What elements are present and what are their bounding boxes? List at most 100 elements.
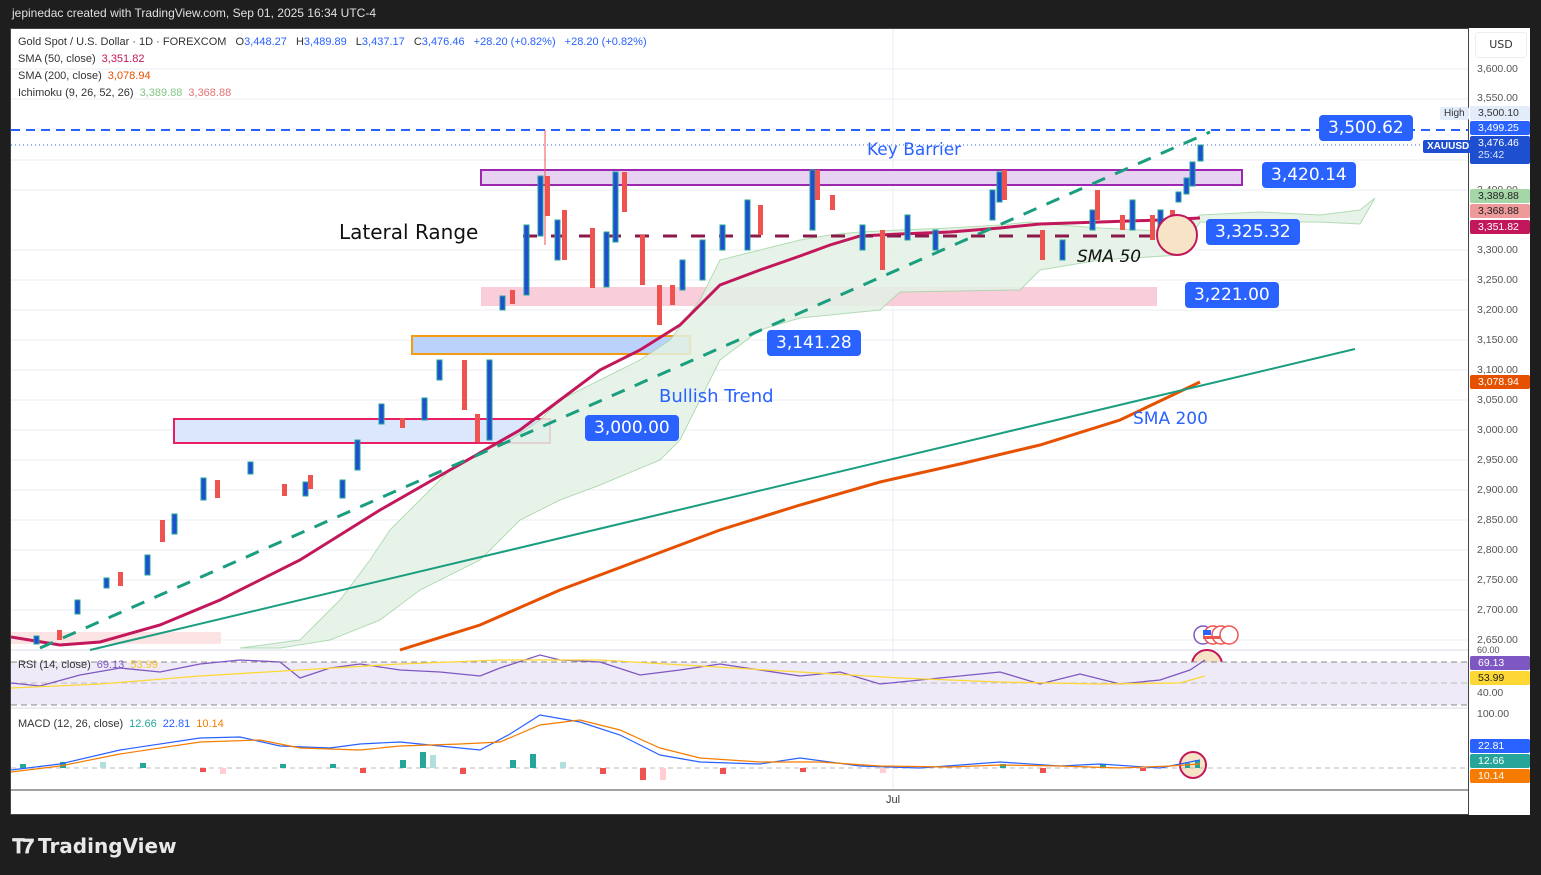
high-label: High: [1440, 107, 1469, 120]
close-value: 3,476.46: [421, 36, 465, 48]
bullish-trend-label: Bullish Trend: [659, 386, 774, 407]
macd-histogram: [20, 752, 1200, 780]
price-label-3325: 3,325.32: [1206, 219, 1300, 245]
axis-tick: 3,250.00: [1477, 274, 1518, 286]
candles[interactable]: [33, 130, 1204, 645]
low-label: L: [355, 36, 362, 48]
macd-legend-label: MACD (12, 26, close): [18, 718, 124, 730]
ichimoku-legend-value1: 3,389.88: [139, 87, 183, 99]
sma50-bounce-marker: [1156, 214, 1198, 256]
axis-ichimoku-b-tag: 3,368.88: [1470, 204, 1530, 218]
axis-sma200-tag: 3,078.94: [1470, 375, 1530, 389]
sma200-label: SMA 200: [1133, 409, 1208, 429]
sma200-line: [399, 380, 1201, 652]
long-trendline: [89, 348, 1356, 651]
rsi-legend-label: RSI (14, close): [18, 659, 91, 671]
time-axis-label-jul: Jul: [886, 794, 901, 806]
axis-tick: 2,650.00: [1477, 634, 1518, 646]
axis-tick: 3,100.00: [1477, 364, 1518, 376]
low-value: 3,437.17: [361, 36, 405, 48]
sma200-legend-value: 3,078.94: [107, 70, 151, 82]
axis-tick: 3,550.00: [1477, 92, 1518, 104]
open-value: 3,448.27: [244, 36, 287, 48]
tradingview-logo[interactable]: 𝐓𝟕 TradingView: [12, 834, 177, 858]
key-barrier-zone[interactable]: [480, 169, 1243, 186]
grid: [11, 29, 1468, 790]
bullish-trendline: [39, 130, 1211, 650]
rsi-legend-value1: 69.13: [96, 659, 125, 671]
rsi-ma-tag: 53.99: [1470, 671, 1530, 685]
axis-tick: 2,800.00: [1477, 544, 1518, 556]
macd-legend[interactable]: MACD (12, 26, close) 12.66 22.81 10.14: [18, 718, 230, 730]
axis-tick: 3,000.00: [1477, 424, 1518, 436]
axis-tick: 2,750.00: [1477, 574, 1518, 586]
axis-ichimoku-a-tag: 3,389.88: [1470, 189, 1530, 203]
us-event-flags-icon[interactable]: [1193, 625, 1239, 645]
axis-tick: 2,900.00: [1477, 484, 1518, 496]
open-label: O: [235, 36, 245, 48]
axis-tick: 3,300.00: [1477, 244, 1518, 256]
lateral-range-label: Lateral Range: [339, 220, 479, 244]
axis-tick: 2,700.00: [1477, 604, 1518, 616]
rsi-legend[interactable]: RSI (14, close) 69.13 53.99: [18, 659, 164, 671]
price-label-3221: 3,221.00: [1185, 282, 1279, 308]
axis-dashed-line-tag: 3,499.25: [1470, 121, 1530, 135]
axis-sma50-tag: 3,351.82: [1470, 220, 1530, 234]
sma200-legend-label: SMA (200, close): [18, 70, 102, 82]
rsi-ma-line: [11, 659, 1206, 689]
symbol-title: Gold Spot / U.S. Dollar · 1D · FOREXCOM: [18, 36, 227, 48]
price-label-3420: 3,420.14: [1262, 162, 1356, 188]
rsi-legend-value2: 53.99: [130, 659, 158, 671]
macd-legend-value3: 10.14: [196, 718, 224, 730]
axis-tick: 3,200.00: [1477, 304, 1518, 316]
last-price: 3,476.46: [1478, 137, 1519, 149]
price-label-3141: 3,141.28: [767, 330, 861, 356]
price-label-3000: 3,000.00: [585, 415, 679, 441]
macd-axis-tick: 100.00: [1477, 708, 1510, 720]
axis-tick: 2,950.00: [1477, 454, 1518, 466]
sma50-legend-label: SMA (50, close): [18, 53, 96, 65]
price-axis[interactable]: 3,600.00 3,550.00 3,400.00 3,300.00 3,25…: [1468, 28, 1530, 815]
change-value-2: +28.20 (+0.82%): [564, 36, 647, 48]
ichimoku-legend-value2: 3,368.88: [188, 87, 232, 99]
ichimoku-legend-label: Ichimoku (9, 26, 52, 26): [18, 87, 134, 99]
tradingview-brand: TradingView: [38, 834, 177, 858]
sma50-legend[interactable]: SMA (50, close) 3,351.82: [18, 53, 150, 65]
change-value: +28.20 (+0.82%): [473, 36, 556, 48]
countdown: 25:42: [1478, 149, 1505, 161]
axis-tick: 3,600.00: [1477, 63, 1518, 75]
tradingview-logo-icon: 𝐓𝟕: [12, 834, 34, 858]
high-value: 3,489.89: [303, 36, 347, 48]
price-label-3500: 3,500.62: [1319, 115, 1413, 141]
support-zone-3000[interactable]: [173, 418, 551, 444]
macd-value-tag: 22.81: [1470, 739, 1530, 753]
price-chart[interactable]: [11, 29, 1468, 814]
high-label: H: [295, 36, 304, 48]
sma50-legend-value: 3,351.82: [101, 53, 145, 65]
currency-button[interactable]: USD: [1475, 32, 1527, 58]
axis-tick: 3,050.00: [1477, 394, 1518, 406]
rsi-axis-tick: 60.00: [1477, 645, 1500, 655]
chart-credit: jepinedac created with TradingView.com, …: [12, 6, 376, 20]
ichimoku-legend[interactable]: Ichimoku (9, 26, 52, 26) 3,389.88 3,368.88: [18, 87, 237, 99]
rsi-line: [11, 654, 1206, 687]
rsi-value-tag: 69.13: [1470, 656, 1530, 670]
macd-hist-tag: 12.66: [1470, 754, 1530, 768]
macd-line: [11, 714, 1201, 771]
ichimoku-cloud: [239, 197, 1376, 649]
macd-legend-value1: 12.66: [129, 718, 157, 730]
axis-last-price-tag: 3,476.46 25:42: [1470, 136, 1530, 164]
key-barrier-label: Key Barrier: [867, 140, 962, 160]
rsi-axis-tick: 40.00: [1477, 687, 1504, 699]
sma50-label: SMA 50: [1077, 247, 1142, 267]
symbol-legend[interactable]: Gold Spot / U.S. Dollar · 1D · FOREXCOM …: [18, 36, 653, 48]
axis-tick: 2,850.00: [1477, 514, 1518, 526]
close-label: C: [413, 36, 422, 48]
macd-signal-tag: 10.14: [1470, 769, 1530, 783]
symbol-tag: XAUUSD: [1423, 140, 1474, 153]
axis-tick: 3,150.00: [1477, 334, 1518, 346]
macd-signal-line: [11, 719, 1201, 773]
sma200-legend[interactable]: SMA (200, close) 3,078.94: [18, 70, 157, 82]
sma50-line: [11, 216, 1201, 647]
axis-high-tag: 3,500.10: [1470, 106, 1530, 120]
